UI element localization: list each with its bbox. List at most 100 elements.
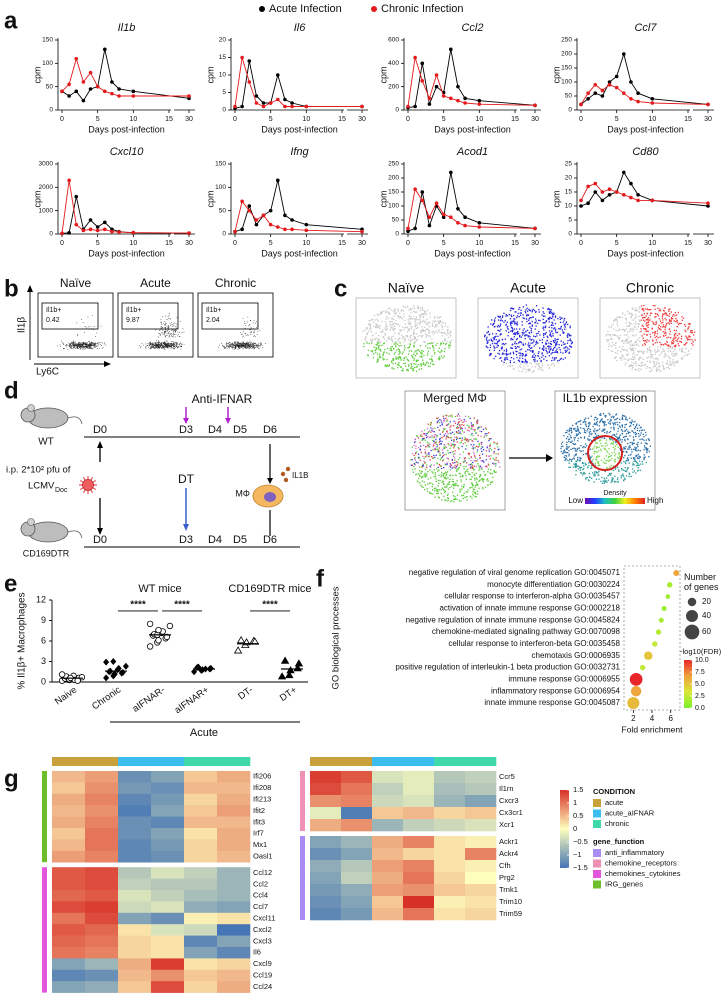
- tsne-dot: [392, 358, 395, 360]
- tsne-dot: [642, 339, 645, 342]
- tsne-dot: [677, 322, 679, 324]
- tsne-dot: [551, 330, 553, 332]
- tsne-dot: [638, 315, 640, 318]
- x-tick-label: 10: [129, 240, 137, 247]
- tsne-dot: [650, 312, 653, 314]
- tsne-dot: [403, 345, 406, 347]
- heatmap-cell: [310, 795, 342, 808]
- tsne-dot: [669, 347, 671, 349]
- tsne-dot: [476, 478, 478, 480]
- flow-dot: [70, 343, 71, 345]
- tsne-dot: [452, 462, 454, 464]
- tsne-dot: [556, 352, 559, 354]
- tsne-dot: [474, 456, 476, 458]
- tsne-dot: [542, 327, 544, 329]
- tsne-dot: [428, 321, 431, 324]
- tsne-dot: [656, 341, 658, 343]
- tsne-dot: [667, 364, 669, 366]
- tsne-dot: [667, 348, 669, 350]
- tsne-dot: [408, 309, 410, 311]
- flow-dot: [225, 347, 227, 349]
- tsne-dot: [427, 490, 429, 492]
- tsne-dot: [665, 325, 667, 327]
- tsne-dot: [440, 324, 443, 326]
- tsne-dot: [365, 336, 367, 338]
- tsne-dot: [553, 341, 555, 343]
- tsne-dot: [498, 340, 500, 342]
- tsne-dot: [430, 482, 432, 484]
- tsne-dot: [451, 416, 453, 418]
- tsne-dot: [484, 334, 486, 336]
- flow-dot: [240, 347, 241, 348]
- tsne-dot: [463, 460, 466, 463]
- tsne-dot: [557, 362, 559, 364]
- tsne-dot: [445, 499, 447, 502]
- tsne-dot: [635, 340, 637, 342]
- tsne-dot: [625, 334, 627, 336]
- flow-dot: [70, 347, 72, 349]
- flow-dot: [167, 316, 169, 318]
- heatmap-cell: [184, 793, 218, 806]
- tsne-dot: [528, 342, 530, 344]
- tsne-dot: [645, 334, 648, 336]
- tsne-dot: [630, 341, 632, 343]
- flow-dot: [250, 346, 252, 348]
- tsne-dot: [641, 308, 643, 310]
- tsne-dot: [501, 347, 503, 349]
- tsne-dot: [371, 341, 373, 343]
- tsne-dot: [427, 478, 429, 480]
- tsne-dot: [411, 446, 413, 448]
- tsne-dot: [514, 343, 516, 345]
- heatmap-cell: [434, 896, 466, 909]
- data-point: [88, 218, 93, 222]
- tsne-dot: [499, 325, 501, 327]
- flow-dot: [233, 345, 234, 347]
- flow-dot: [164, 342, 166, 343]
- flow-dot: [253, 320, 255, 321]
- y-tick-label: 200: [388, 175, 399, 182]
- heatmap-cell: [85, 805, 119, 817]
- tsne-dot: [427, 347, 429, 349]
- tsne-dot: [392, 359, 394, 361]
- flow-dot: [246, 343, 247, 345]
- tsne-dot: [400, 329, 402, 331]
- tsne-dot: [414, 322, 417, 324]
- tsne-dot: [651, 328, 653, 330]
- tsne-dot: [419, 482, 421, 484]
- y-axis-title: Il1β: [17, 317, 28, 334]
- heatmap-cell: [151, 867, 185, 879]
- tsne-dot: [517, 367, 519, 369]
- flow-dot: [167, 327, 169, 329]
- tsne-dot: [663, 367, 665, 369]
- flow-dot: [172, 344, 174, 346]
- tsne-dot: [664, 312, 666, 314]
- flow-dot: [248, 345, 250, 347]
- tsne-dot: [642, 319, 645, 321]
- flow-dot: [155, 345, 156, 347]
- heatmap-cell: [52, 890, 86, 902]
- tsne-dot: [472, 445, 474, 448]
- flow-dot: [162, 322, 164, 324]
- flow-dot: [62, 343, 64, 344]
- tsne-dot: [374, 349, 376, 352]
- tsne-dot: [472, 447, 475, 449]
- heatmap-cell: [184, 901, 218, 914]
- data-point: [650, 101, 655, 105]
- tsne-dot: [507, 365, 509, 367]
- tsne-dot: [519, 312, 521, 314]
- tsne-dot: [434, 324, 437, 326]
- flow-dot: [77, 346, 78, 348]
- tsne-dot: [528, 349, 530, 351]
- flow-dot: [95, 343, 97, 344]
- row-label: Cxcl2: [253, 925, 272, 934]
- tsne-dot: [410, 459, 412, 461]
- tsne-dot: [557, 360, 559, 362]
- flow-dot: [245, 342, 247, 344]
- tsne-dot: [452, 453, 455, 455]
- flow-dot: [256, 344, 258, 346]
- tsne-dot: [616, 323, 618, 325]
- tsne-dot: [425, 336, 427, 338]
- tsne-dot: [553, 359, 555, 361]
- tsne-dot: [505, 324, 507, 326]
- flow-dot: [173, 332, 174, 334]
